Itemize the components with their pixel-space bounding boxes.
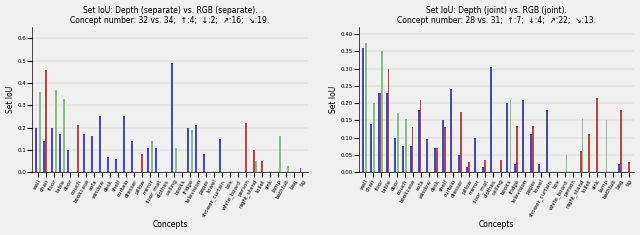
Bar — [172, 63, 173, 172]
Bar — [618, 164, 620, 172]
Bar — [131, 141, 133, 172]
X-axis label: Concepts: Concepts — [152, 220, 188, 229]
Bar — [175, 148, 177, 172]
Bar — [530, 134, 532, 172]
Bar — [580, 152, 582, 172]
Bar — [500, 160, 502, 172]
Bar — [444, 127, 445, 172]
Bar — [99, 116, 101, 172]
Bar — [434, 148, 436, 172]
Bar — [255, 161, 257, 172]
Bar — [402, 146, 404, 172]
Bar — [39, 92, 40, 172]
Bar — [220, 139, 221, 172]
Bar — [458, 155, 460, 172]
Bar — [44, 141, 45, 172]
Bar — [482, 167, 484, 172]
Bar — [450, 89, 452, 172]
Bar — [77, 125, 79, 172]
Bar — [394, 138, 396, 172]
Bar — [442, 120, 444, 172]
Bar — [51, 128, 53, 172]
Bar — [620, 110, 621, 172]
Bar — [83, 134, 85, 172]
Bar — [412, 127, 413, 172]
Bar — [532, 125, 534, 172]
Y-axis label: Set IoU: Set IoU — [6, 86, 15, 113]
Bar — [108, 157, 109, 172]
Bar — [261, 161, 263, 172]
Bar — [605, 120, 607, 172]
Bar — [300, 168, 301, 172]
Bar — [484, 160, 486, 172]
Bar — [388, 69, 390, 172]
Bar — [426, 139, 428, 172]
Bar — [522, 100, 524, 172]
X-axis label: Concepts: Concepts — [479, 220, 515, 229]
Bar — [115, 159, 117, 172]
Bar — [420, 100, 422, 172]
Bar — [509, 100, 511, 172]
Bar — [386, 93, 388, 172]
Bar — [468, 162, 470, 172]
Bar — [156, 148, 157, 172]
Bar — [188, 128, 189, 172]
Title: Set IoU: Depth (joint) vs. RGB (joint).
Concept number: 28 vs. 31;  ↑:7;  ↓:4;  : Set IoU: Depth (joint) vs. RGB (joint). … — [397, 6, 596, 25]
Bar — [124, 116, 125, 172]
Bar — [365, 43, 367, 172]
Bar — [63, 98, 65, 172]
Bar — [596, 98, 598, 172]
Bar — [204, 154, 205, 172]
Bar — [418, 110, 420, 172]
Bar — [460, 112, 461, 172]
Bar — [381, 51, 383, 172]
Bar — [191, 130, 193, 172]
Bar — [474, 138, 476, 172]
Bar — [374, 103, 375, 172]
Bar — [245, 123, 247, 172]
Bar — [195, 125, 197, 172]
Bar — [466, 167, 468, 172]
Bar — [506, 103, 508, 172]
Bar — [370, 124, 372, 172]
Bar — [380, 93, 381, 172]
Bar — [362, 48, 364, 172]
Bar — [151, 141, 153, 172]
Bar — [253, 150, 255, 172]
Bar — [514, 164, 516, 172]
Bar — [378, 93, 380, 172]
Bar — [147, 148, 149, 172]
Bar — [45, 70, 47, 172]
Bar — [436, 148, 438, 172]
Bar — [588, 134, 589, 172]
Bar — [538, 164, 540, 172]
Bar — [55, 90, 56, 172]
Bar — [516, 125, 518, 172]
Bar — [490, 67, 492, 172]
Bar — [628, 162, 630, 172]
Bar — [67, 150, 69, 172]
Bar — [279, 137, 281, 172]
Bar — [410, 146, 412, 172]
Bar — [60, 134, 61, 172]
Bar — [92, 137, 93, 172]
Bar — [397, 114, 399, 172]
Bar — [406, 119, 407, 172]
Bar — [582, 119, 584, 172]
Bar — [141, 154, 143, 172]
Bar — [287, 165, 289, 172]
Title: Set IoU: Depth (separate) vs. RGB (separate).
Concept number: 32 vs. 34;  ↑:4;  : Set IoU: Depth (separate) vs. RGB (separ… — [70, 6, 269, 25]
Bar — [566, 155, 568, 172]
Y-axis label: Set IoU: Set IoU — [329, 86, 338, 113]
Bar — [35, 128, 37, 172]
Bar — [546, 110, 548, 172]
